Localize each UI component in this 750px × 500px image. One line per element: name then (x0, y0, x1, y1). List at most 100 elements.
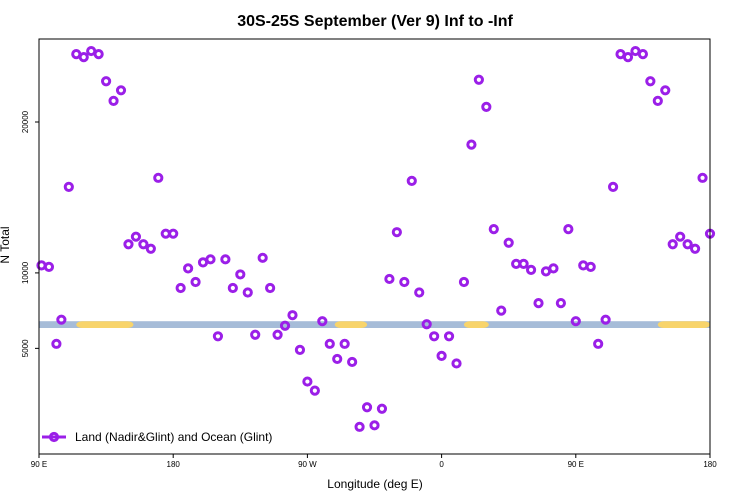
data-point (607, 181, 619, 192)
data-point (309, 385, 320, 396)
data-point (257, 252, 268, 263)
data-point (660, 85, 671, 96)
data-point (436, 350, 447, 362)
data-point (473, 74, 484, 85)
data-point (227, 282, 238, 294)
data-point (279, 320, 291, 331)
legend-label: Land (Nadir&Glint) and Ocean (Glint) (75, 430, 272, 444)
data-point (391, 227, 402, 238)
data-point (622, 52, 634, 63)
data-point (51, 338, 62, 349)
x-axis: 90 E 180 90 W 0 90 E 180 (31, 454, 717, 469)
data-point (302, 376, 313, 387)
data-point (168, 228, 179, 239)
x-tick-label: 90 E (31, 460, 47, 469)
band-highlight-3 (657, 321, 710, 328)
data-point (488, 224, 499, 235)
data-point (525, 264, 537, 275)
x-tick-label: 0 (439, 460, 444, 469)
data-point (287, 310, 298, 321)
data-point (63, 181, 74, 192)
band-highlight-2 (463, 321, 489, 328)
x-tick-label: 90 W (298, 460, 317, 469)
data-point (361, 402, 373, 413)
data-point (637, 48, 649, 60)
data-point (675, 231, 686, 242)
x-tick-label: 180 (167, 460, 181, 469)
data-point (205, 254, 216, 265)
data-point (43, 261, 55, 272)
data-point (414, 287, 425, 298)
data-point (145, 243, 156, 254)
data-point (212, 331, 224, 342)
data-point (533, 297, 544, 309)
x-tick-label: 90 E (568, 460, 584, 469)
data-point (384, 273, 395, 285)
data-point (235, 269, 246, 280)
data-point (563, 224, 574, 235)
plot-frame (38, 38, 711, 455)
data-point (667, 239, 678, 250)
data-point (570, 316, 581, 327)
data-point (78, 52, 89, 63)
data-point (153, 172, 164, 183)
data-point (503, 237, 514, 248)
data-point (265, 282, 276, 294)
data-point (406, 175, 417, 186)
data-point (332, 353, 343, 365)
data-point (272, 329, 283, 340)
data-point (548, 263, 559, 274)
data-point (175, 282, 186, 294)
data-point (458, 276, 470, 288)
data-point (652, 95, 663, 106)
data-point (108, 95, 119, 106)
data-point (123, 239, 134, 250)
data-point (369, 420, 380, 431)
band-highlight-1 (334, 321, 368, 328)
y-axis-label: N Total (0, 226, 12, 263)
data-point (130, 231, 142, 242)
y-tick-label: 5000 (21, 339, 30, 357)
data-point (496, 305, 507, 316)
chart-title: 30S-25S September (Ver 9) Inf to -Inf (237, 13, 513, 30)
data-point (451, 358, 462, 369)
band-base (39, 321, 710, 328)
data-point (376, 403, 388, 414)
data-point (645, 76, 656, 87)
data-point (220, 254, 231, 265)
data-point (399, 276, 410, 288)
data-point (518, 258, 529, 269)
data-point (242, 287, 253, 298)
data-point (250, 329, 261, 340)
data-point (317, 316, 328, 327)
y-tick-label: 10000 (21, 261, 30, 284)
band-layer (39, 321, 710, 328)
x-tick-label: 180 (703, 460, 717, 469)
data-point (600, 314, 611, 325)
data-point (324, 338, 335, 349)
data-point (93, 48, 104, 60)
data-point (339, 338, 350, 349)
data-point (354, 421, 365, 432)
data-point (115, 85, 127, 96)
band-highlight-0 (76, 321, 134, 328)
legend-marker-swatch (48, 431, 60, 443)
data-point (466, 139, 477, 150)
data-point (190, 276, 201, 288)
x-axis-label: Longitude (deg E) (327, 477, 422, 491)
data-point (443, 331, 455, 342)
data-point (555, 297, 566, 309)
legend: Land (Nadir&Glint) and Ocean (Glint) (42, 430, 272, 444)
points-layer (36, 45, 716, 432)
data-point (347, 356, 358, 368)
data-point (429, 331, 440, 342)
data-point (294, 344, 306, 355)
data-point (697, 172, 708, 183)
data-point (421, 319, 432, 330)
data-point (689, 243, 701, 254)
data-point (682, 239, 693, 250)
data-point (481, 101, 492, 113)
data-point (183, 263, 194, 274)
data-point (56, 314, 67, 325)
